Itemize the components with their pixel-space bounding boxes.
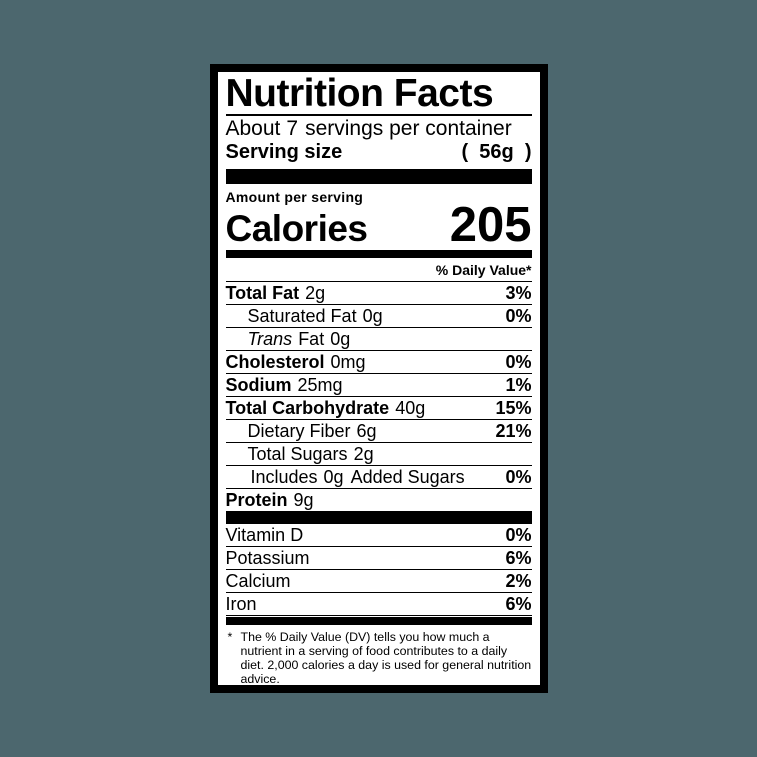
nutrient-name: Includes — [250, 466, 318, 487]
vitamin-row-calcium: Calcium 2% — [225, 570, 532, 594]
serving-size-row: Serving size ( 56g ) — [226, 141, 532, 164]
nutrient-name-suffix: Added Sugars — [350, 466, 465, 487]
nutrient-amount: 0g — [362, 305, 383, 326]
nutrient-row-total-carbohydrate: Total Carbohydrate 40g 15% — [225, 396, 532, 419]
servings-count: 7 — [286, 117, 299, 141]
vitamin-row-vitamin-d: Vitamin D 0% — [225, 524, 532, 548]
nutrient-amount: 0g — [330, 328, 351, 349]
nutrient-name: Cholesterol — [225, 351, 325, 372]
nutrient-row-cholesterol: Cholesterol 0mg 0% — [225, 350, 532, 373]
label-title: Nutrition Facts — [225, 74, 532, 117]
thick-divider-bar — [225, 250, 532, 259]
thick-divider-bar — [225, 169, 532, 185]
nutrient-amount: 2g — [353, 443, 374, 464]
amount-per-serving-label: Amount per serving — [225, 189, 364, 206]
daily-value-header: % Daily Value* — [435, 262, 532, 279]
nutrient-amount: 0g — [323, 466, 344, 487]
nutrient-row-dietary-fiber: Dietary Fiber 6g 21% — [225, 419, 532, 442]
nutrient-name: Fat — [298, 328, 325, 349]
servings-prefix: About — [225, 117, 281, 141]
nutrient-name: Total Carbohydrate — [225, 397, 390, 418]
nutrient-row-trans-fat: Trans Fat 0g — [225, 327, 532, 350]
nutrient-name: Protein — [225, 489, 288, 510]
nutrient-amount: 25mg — [297, 374, 343, 395]
nutrient-dv: 15% — [495, 397, 532, 418]
vitamin-row-iron: Iron 6% — [225, 593, 532, 617]
footnote-text: The % Daily Value (DV) tells you how muc… — [240, 630, 532, 687]
nutrient-amount: 6g — [356, 420, 377, 441]
nutrient-dv: 21% — [495, 420, 532, 441]
footnote-asterisk: * — [227, 630, 233, 645]
thick-divider-bar — [225, 617, 532, 626]
nutrient-amount: 2g — [305, 282, 326, 303]
nutrient-row-saturated-fat: Saturated Fat 0g 0% — [225, 304, 532, 327]
nutrient-dv: 0% — [505, 305, 532, 326]
nutrient-row-total-sugars: Total Sugars 2g — [225, 442, 532, 465]
nutrient-row-sodium: Sodium 25mg 1% — [225, 373, 532, 396]
nutrient-name-italic: Trans — [247, 328, 293, 349]
nutrient-dv: 1% — [505, 374, 532, 395]
nutrient-name: Saturated Fat — [247, 305, 357, 326]
nutrient-name: Total Fat — [225, 282, 300, 303]
nutrient-amount: 0mg — [330, 351, 366, 372]
nutrition-facts-label: Nutrition Facts About 7 servings per conta… — [209, 64, 548, 693]
calories-value: 205 — [449, 198, 532, 253]
serving-size-label: Serving size — [225, 141, 343, 164]
nutrient-amount: 40g — [395, 397, 426, 418]
thick-divider-bar — [225, 511, 532, 525]
nutrient-name: Sodium — [225, 374, 292, 395]
nutrient-row-protein: Protein 9g — [225, 488, 532, 511]
vitamin-name: Potassium — [225, 547, 310, 568]
daily-value-footnote: * The % Daily Value (DV) tells you how m… — [226, 630, 532, 687]
vitamin-name: Vitamin D — [225, 524, 304, 545]
nutrient-dv: 0% — [505, 466, 532, 487]
vitamin-dv: 6% — [505, 547, 532, 568]
vitamin-dv: 0% — [505, 524, 532, 545]
servings-per-container: About 7 servings per container — [226, 116, 532, 141]
nutrient-name: Dietary Fiber — [247, 420, 351, 441]
vitamin-name: Iron — [225, 593, 257, 614]
nutrient-name: Total Sugars — [247, 443, 348, 464]
nutrient-amount: 9g — [293, 489, 314, 510]
calories-label: Calories — [225, 208, 369, 250]
vitamin-row-potassium: Potassium 6% — [225, 547, 532, 571]
nutrient-dv: 3% — [505, 282, 532, 303]
calories-row: Calories 205 — [226, 198, 532, 253]
nutrient-row-total-fat: Total Fat 2g 3% — [225, 281, 532, 304]
nutrient-row-added-sugars: Includes 0g Added Sugars 0% — [225, 465, 532, 488]
vitamin-name: Calcium — [225, 570, 291, 591]
vitamin-dv: 6% — [505, 593, 532, 614]
nutrient-dv: 0% — [505, 351, 532, 372]
serving-size-value: ( 56g ) — [461, 141, 532, 164]
servings-suffix: servings per container — [305, 117, 512, 141]
vitamin-dv: 2% — [505, 570, 532, 591]
